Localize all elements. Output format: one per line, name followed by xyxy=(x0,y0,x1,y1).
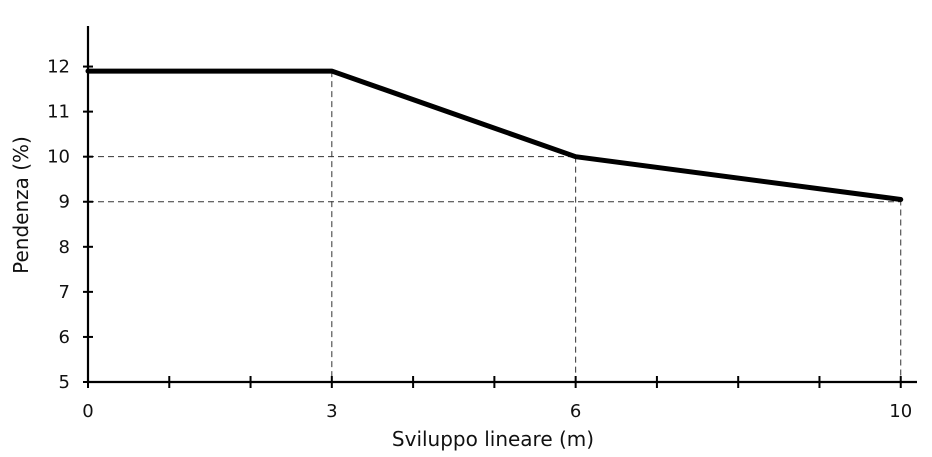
y-axis-title: Pendenza (%) xyxy=(9,136,33,274)
series-point xyxy=(330,69,334,73)
y-tick-label: 8 xyxy=(59,237,70,258)
series-point xyxy=(573,154,578,159)
series-point xyxy=(86,69,90,73)
y-tick-label: 11 xyxy=(47,102,70,123)
ticks-layer xyxy=(83,65,902,388)
x-tick-label: 6 xyxy=(570,401,581,422)
axes-layer xyxy=(86,26,917,384)
y-tick-label: 10 xyxy=(47,147,70,168)
y-tick-label: 12 xyxy=(47,57,70,78)
y-tick-label: 6 xyxy=(59,327,70,348)
series-layer xyxy=(85,68,904,202)
y-tick-label: 7 xyxy=(59,282,70,303)
y-tick-label: 9 xyxy=(59,192,70,213)
x-tick-label: 3 xyxy=(326,401,337,422)
series-line xyxy=(85,68,904,202)
guides-layer xyxy=(88,71,902,382)
labels-layer: 5 6 7 8 9 10 11 12 0 3 6 10 xyxy=(47,57,912,422)
y-tick-label: 5 xyxy=(59,372,70,393)
x-tick-label: 0 xyxy=(82,401,93,422)
x-tick-label: 10 xyxy=(889,401,912,422)
x-axis-title: Sviluppo lineare (m) xyxy=(392,427,594,451)
series-point xyxy=(898,197,903,202)
